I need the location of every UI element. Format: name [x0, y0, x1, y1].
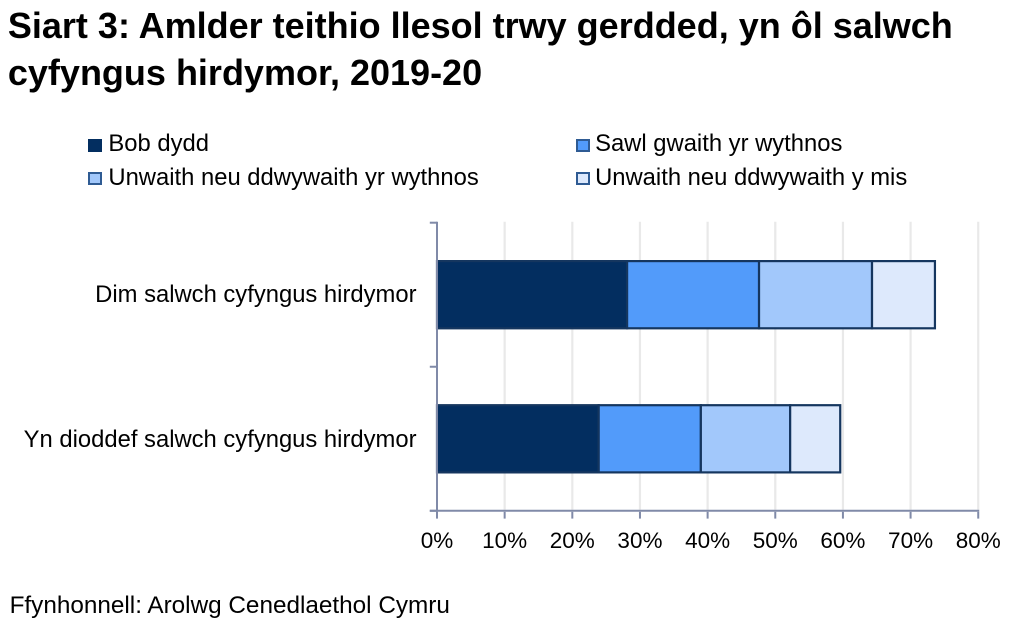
- value-axis-tick-label: 30%: [617, 527, 663, 553]
- bar-segment: [626, 260, 761, 330]
- legend-label: Sawl gwaith yr wythnos: [595, 130, 843, 158]
- legend-label: Unwaith neu ddwywaith yr wythnos: [108, 164, 479, 191]
- legend-swatch: [576, 138, 590, 153]
- value-axis-tick-label: 60%: [820, 527, 866, 553]
- legend-swatch: [576, 171, 590, 185]
- bar-segment: [435, 404, 600, 474]
- value-axis-tick-label: 80%: [955, 527, 1001, 553]
- legend-swatch: [88, 138, 102, 153]
- bar-segment: [789, 404, 842, 474]
- bar-segment: [699, 404, 792, 474]
- legend-label: Bob dydd: [108, 130, 209, 158]
- value-axis-tick-label: 20%: [549, 527, 595, 553]
- bar-segment: [435, 260, 629, 330]
- category-label: Dim salwch cyfyngus hirdymor: [95, 280, 417, 308]
- legend-label: Unwaith neu ddwywaith y mis: [595, 164, 908, 191]
- value-axis-tick-label: 40%: [685, 527, 731, 553]
- value-axis-tick-label: 70%: [888, 527, 934, 553]
- category-label: Yn dioddef salwch cyfyngus hirdymor: [23, 425, 417, 453]
- bar-segment: [757, 260, 874, 330]
- source-note: Ffynhonnell: Arolwg Cenedlaethol Cymru: [9, 591, 450, 619]
- legend-swatch: [88, 171, 102, 185]
- value-axis-tick-label: 10%: [482, 527, 528, 553]
- value-axis-tick-label: 0%: [420, 527, 454, 553]
- bar-segment: [597, 404, 702, 474]
- value-axis-tick-label: 50%: [752, 527, 798, 553]
- bar-segment: [870, 260, 937, 330]
- chart-title: Siart 3: Amlder teithio llesol trwy gerd…: [7, 5, 953, 93]
